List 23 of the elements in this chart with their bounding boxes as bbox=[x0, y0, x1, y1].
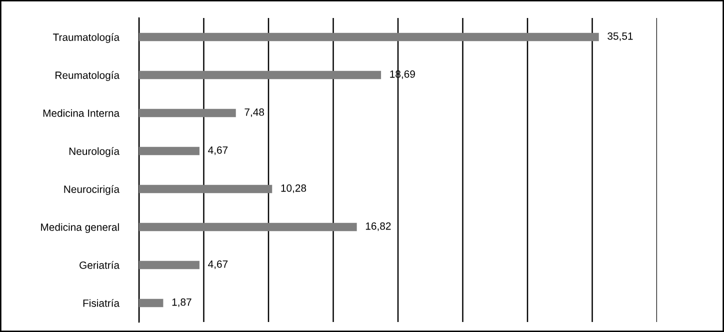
data-label: 35,51 bbox=[608, 32, 633, 42]
y-tick-label: Neurología bbox=[69, 147, 120, 157]
bar bbox=[139, 108, 236, 118]
y-tick-label: Medicina Interna bbox=[43, 109, 120, 117]
data-label: 16,82 bbox=[366, 222, 391, 232]
bar bbox=[139, 222, 357, 232]
y-tick-label: Traumatología bbox=[53, 33, 120, 43]
bar bbox=[139, 298, 164, 308]
y-tick-label: Medicina general bbox=[41, 223, 119, 233]
bar bbox=[139, 32, 599, 42]
bar bbox=[139, 184, 272, 194]
y-tick-label: Neurocirigía bbox=[64, 185, 120, 195]
bar bbox=[139, 146, 200, 156]
data-label: 4,67 bbox=[208, 146, 228, 156]
data-label: 4,67 bbox=[208, 260, 228, 270]
bar bbox=[139, 70, 382, 80]
data-label: 7,48 bbox=[244, 108, 264, 118]
data-label: 1,87 bbox=[172, 298, 192, 308]
data-label: 10,28 bbox=[281, 184, 306, 194]
y-tick-label: Fisiatría bbox=[83, 299, 120, 307]
y-tick-label: Reumatología bbox=[56, 71, 120, 81]
bar bbox=[139, 260, 200, 270]
y-tick-label: Geriatría bbox=[80, 261, 120, 269]
